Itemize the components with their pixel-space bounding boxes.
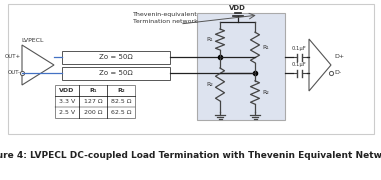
FancyBboxPatch shape [197, 13, 285, 120]
Text: 3.3 V: 3.3 V [59, 99, 75, 104]
Text: R₁: R₁ [89, 88, 97, 93]
Text: D+: D+ [334, 55, 344, 60]
Text: R₂: R₂ [262, 90, 269, 95]
Text: 0.1μF: 0.1μF [291, 46, 306, 51]
Text: 200 Ω: 200 Ω [84, 110, 102, 115]
Text: OUT-: OUT- [8, 71, 21, 75]
Text: R₁: R₁ [206, 37, 213, 42]
Text: Figure 4: LVPECL DC-coupled Load Termination with Thevenin Equivalent Network: Figure 4: LVPECL DC-coupled Load Termina… [0, 150, 381, 159]
Text: OUT+: OUT+ [5, 55, 21, 60]
Text: VDD: VDD [229, 5, 246, 11]
Text: 82.5 Ω: 82.5 Ω [111, 99, 131, 104]
Text: VDD: VDD [59, 88, 75, 93]
FancyBboxPatch shape [8, 4, 374, 134]
Text: Zo = 50Ω: Zo = 50Ω [99, 54, 133, 60]
Text: R₂: R₂ [206, 82, 213, 87]
Text: 2.5 V: 2.5 V [59, 110, 75, 115]
FancyBboxPatch shape [55, 85, 135, 118]
Text: R₂: R₂ [117, 88, 125, 93]
Text: D-: D- [334, 71, 341, 75]
Text: Zo = 50Ω: Zo = 50Ω [99, 70, 133, 76]
Text: Thevenin-equivalent
Termination network: Thevenin-equivalent Termination network [133, 12, 197, 24]
Text: 62.5 Ω: 62.5 Ω [111, 110, 131, 115]
FancyBboxPatch shape [62, 66, 170, 80]
Text: 127 Ω: 127 Ω [84, 99, 102, 104]
Text: 0.1μF: 0.1μF [291, 62, 306, 67]
Polygon shape [22, 45, 54, 85]
FancyBboxPatch shape [62, 51, 170, 64]
Text: LVPECL: LVPECL [22, 38, 44, 43]
Text: R₁: R₁ [262, 45, 269, 50]
Polygon shape [309, 39, 331, 91]
